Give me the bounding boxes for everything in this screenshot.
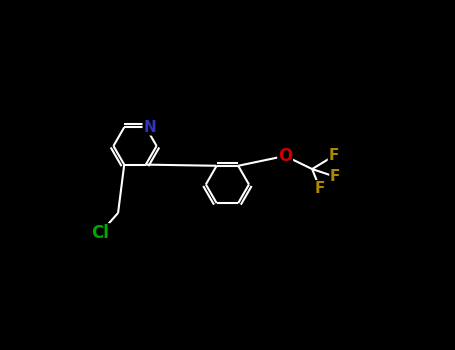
Text: O: O	[278, 147, 292, 165]
Text: F: F	[330, 169, 340, 184]
Text: F: F	[329, 148, 339, 163]
Text: N: N	[143, 120, 156, 135]
Text: Cl: Cl	[91, 224, 109, 242]
Text: F: F	[314, 181, 325, 196]
